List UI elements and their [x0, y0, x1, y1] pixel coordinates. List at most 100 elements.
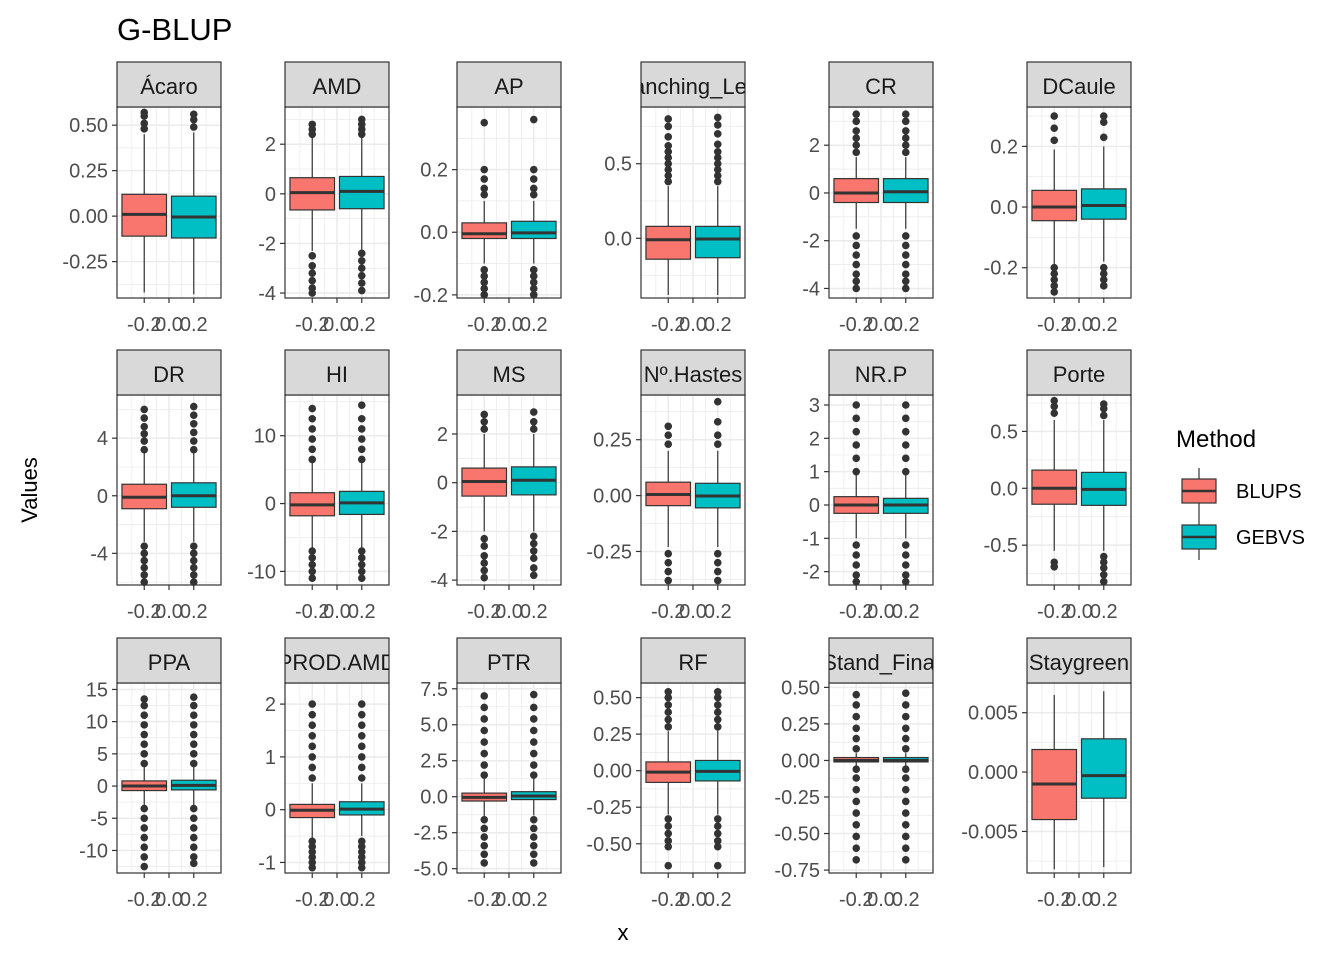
outlier-point [901, 134, 910, 142]
outlier-point [529, 532, 538, 541]
outlier-point [308, 120, 317, 129]
y-tick-label: 0.005 [968, 703, 1018, 725]
x-axis-label: x [618, 920, 629, 945]
panel-ap: AP-0.20.00.2-0.20.00.2 [414, 61, 562, 336]
outlier-point [664, 822, 673, 831]
outlier-point [1099, 577, 1108, 586]
outlier-point [713, 842, 722, 851]
outlier-point [901, 734, 910, 743]
x-tick-label: -0.2 [467, 314, 501, 336]
strip-label: Porte [1053, 362, 1106, 387]
outlier-point [480, 542, 489, 550]
outlier-point [480, 559, 489, 567]
outlier-point [189, 419, 198, 428]
outlier-point [901, 414, 910, 423]
box-iqr [694, 225, 741, 259]
box-gebvs-dcaule [1080, 112, 1127, 290]
strip-background [116, 349, 222, 396]
box-gebvs-branching-level [694, 113, 741, 296]
x-tick-label: -0.2 [295, 601, 329, 623]
outlier-point [140, 422, 149, 431]
y-tick-label: 3 [809, 395, 820, 417]
outlier-point [664, 842, 673, 851]
outlier-point [189, 740, 198, 748]
outlier-point [713, 418, 722, 426]
y-tick-label: 0.50 [593, 688, 632, 710]
outlier-point [713, 822, 722, 831]
outlier-point [529, 833, 538, 841]
strip-label: Stand_Final [822, 650, 939, 675]
outlier-point [713, 549, 722, 558]
box-gebvs-rf [694, 687, 741, 870]
outlier-point [189, 549, 198, 558]
box-gebvs-amd [338, 115, 385, 295]
outlier-point [189, 843, 198, 852]
x-tick-label: 0.2 [704, 314, 732, 336]
strip-background [456, 349, 562, 396]
box-gebvs-hi [338, 401, 385, 583]
outlier-point [852, 148, 861, 157]
y-tick-label: -2 [802, 231, 820, 253]
strip-background [828, 61, 934, 108]
outlier-point [713, 567, 722, 576]
outlier-point [357, 763, 366, 772]
y-tick-label: 0.0 [420, 787, 448, 809]
outlier-point [140, 711, 149, 720]
box-gebvs-ppa [170, 693, 217, 868]
outlier-point [901, 712, 910, 721]
y-tick-label: 0 [809, 183, 820, 205]
outlier-point [852, 832, 861, 841]
outlier-point [480, 266, 489, 274]
box-blups-ap [461, 118, 508, 299]
box-blups-stand-final [833, 690, 880, 864]
panel-rf: RF -0.50 -0.25 0.00 0.25 0.50 -0.20.00.2 [586, 637, 746, 911]
strip-label: Nº.Hastes [644, 362, 743, 387]
x-tick-label: 0.2 [1090, 889, 1118, 911]
outlier-point [140, 556, 149, 565]
x-tick-label: 0.2 [348, 601, 376, 623]
outlier-point [189, 437, 198, 445]
outlier-point [480, 184, 489, 193]
outlier-point [529, 291, 538, 299]
strip-background [828, 637, 934, 684]
outlier-point [357, 425, 366, 433]
outlier-point [664, 147, 673, 156]
y-tick-label: -5.0 [414, 859, 448, 881]
outlier-point [664, 440, 673, 448]
outlier-point [308, 276, 317, 285]
y-tick-label: 0 [97, 486, 108, 508]
outlier-point [140, 125, 149, 133]
outlier-point [357, 700, 366, 708]
outlier-point [357, 249, 366, 258]
outlier-point [664, 431, 673, 440]
outlier-point [713, 576, 722, 585]
outlier-point [357, 560, 366, 569]
box-blups-ppa [121, 695, 168, 871]
strip-background [1026, 61, 1132, 108]
outlier-point [713, 140, 722, 149]
outlier-point [308, 731, 317, 740]
x-tick-label: 0.0 [867, 314, 895, 336]
x-tick-label: -0.2 [839, 314, 873, 336]
outlier-point [140, 445, 149, 454]
outlier-point [189, 804, 198, 813]
box-iqr [510, 220, 557, 240]
outlier-point [901, 110, 910, 118]
outlier-point [308, 560, 317, 569]
panel-cr: CR -4 -2 0 2 -0.20.00.2 [802, 61, 934, 336]
x-tick-label: 0.0 [1065, 601, 1093, 623]
outlier-point [664, 576, 673, 585]
outlier-point [480, 761, 489, 769]
outlier-point [852, 401, 861, 409]
outlier-point [529, 738, 538, 746]
x-tick-label: -0.2 [295, 314, 329, 336]
outlier-point [852, 110, 861, 118]
outlier-point [901, 541, 910, 549]
outlier-point [852, 797, 861, 806]
outlier-point [140, 414, 149, 422]
panel-hi: HI -10 0 10 -0.20.00.2 [247, 349, 390, 623]
strip-label: NR.P [855, 362, 908, 387]
outlier-point [189, 428, 198, 437]
box-iqr [1080, 738, 1127, 799]
